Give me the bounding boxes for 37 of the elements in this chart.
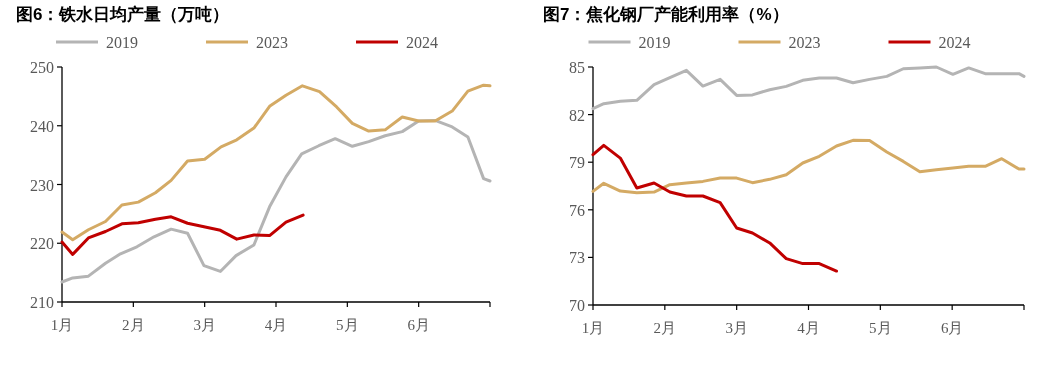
line-series (591, 65, 1026, 111)
y-tick-label: 210 (30, 294, 54, 311)
y-tick-label: 82 (569, 106, 585, 124)
y-tick-label: 250 (30, 59, 54, 76)
x-tick-label: 5月 (336, 317, 359, 333)
x-tick-label: 3月 (193, 317, 216, 333)
x-tick-label: 6月 (407, 317, 430, 333)
legend-label: 2023 (256, 34, 288, 51)
y-tick-label: 230 (30, 176, 54, 194)
x-tick-label: 1月 (581, 320, 605, 336)
y-tick-label: 85 (569, 59, 585, 76)
legend-label: 2024 (938, 34, 971, 51)
y-tick-label: 240 (30, 117, 54, 135)
chart-title: 图6：铁水日均产量（万吨） (16, 5, 230, 24)
line-series (591, 143, 839, 273)
x-tick-label: 6月 (940, 320, 964, 336)
x-tick-label: 3月 (725, 320, 748, 336)
legend-label: 2019 (638, 34, 671, 51)
chart-title: 图7：焦化钢厂产能利用率（%） (543, 5, 789, 24)
x-tick-label: 5月 (869, 320, 892, 336)
x-tick-label: 4月 (797, 320, 820, 336)
legend-label: 2024 (406, 34, 438, 51)
x-tick-label: 1月 (50, 317, 74, 333)
y-tick-label: 79 (569, 154, 585, 172)
legend-label: 2023 (788, 34, 821, 51)
y-tick-label: 70 (569, 297, 585, 314)
x-tick-label: 2月 (653, 320, 677, 336)
y-tick-label: 76 (569, 201, 585, 219)
line-series (60, 213, 305, 256)
line-series (60, 118, 492, 284)
line-series (60, 83, 492, 242)
y-tick-label: 73 (569, 249, 585, 267)
legend-label: 2019 (106, 34, 138, 51)
line-series (591, 138, 1026, 195)
x-tick-label: 4月 (264, 317, 288, 333)
y-tick-label: 220 (30, 235, 54, 253)
x-tick-label: 2月 (122, 317, 145, 333)
